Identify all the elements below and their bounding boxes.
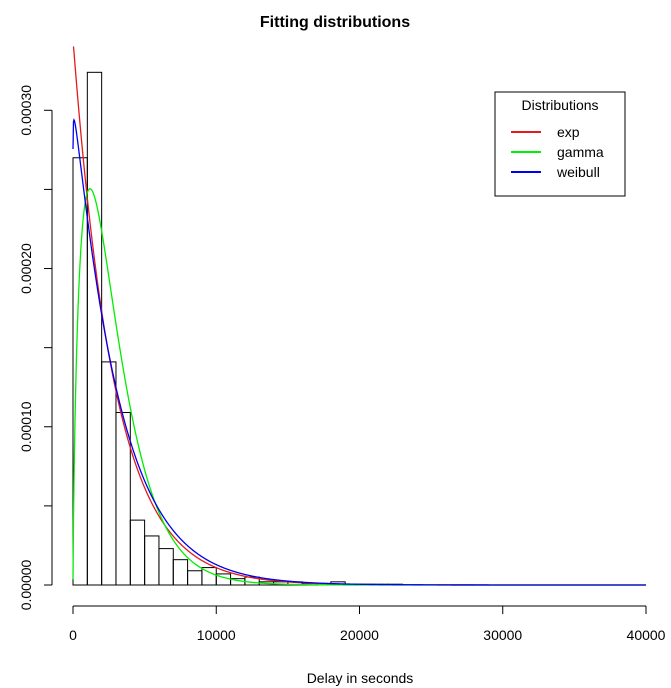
curve-weibull — [72, 118, 647, 586]
legend-title: Distributions — [521, 97, 598, 113]
y-tick-label: 0.00030 — [18, 85, 34, 136]
chart-title: Fitting distributions — [260, 14, 410, 31]
density-curves — [72, 46, 647, 586]
x-axis-label: Delay in seconds — [307, 670, 414, 686]
histogram-bars — [72, 71, 403, 586]
y-tick-label: 0.00020 — [18, 243, 34, 294]
histogram-bar — [115, 412, 131, 586]
legend-box — [494, 91, 626, 197]
x-tick-label: 0 — [69, 627, 77, 643]
x-tick-label: 40000 — [627, 627, 666, 643]
y-axis: 0.00000 0.00010 0.00020 0.00030 — [18, 85, 53, 610]
legend-label-weibull: weibull — [556, 164, 600, 180]
histogram-bar — [86, 71, 103, 586]
x-tick-label: 10000 — [197, 627, 236, 643]
y-tick-label: 0.00000 — [18, 559, 34, 610]
legend: Distributions exp gamma weibull — [494, 91, 626, 197]
y-tick-label: 0.00010 — [18, 401, 34, 452]
legend-label-gamma: gamma — [557, 144, 604, 160]
legend-items: exp gamma weibull — [511, 124, 604, 180]
legend-label-exp: exp — [557, 124, 580, 140]
x-tick-label: 20000 — [340, 627, 379, 643]
x-axis: 0 10000 20000 30000 40000 — [69, 605, 666, 643]
x-tick-label: 30000 — [483, 627, 522, 643]
